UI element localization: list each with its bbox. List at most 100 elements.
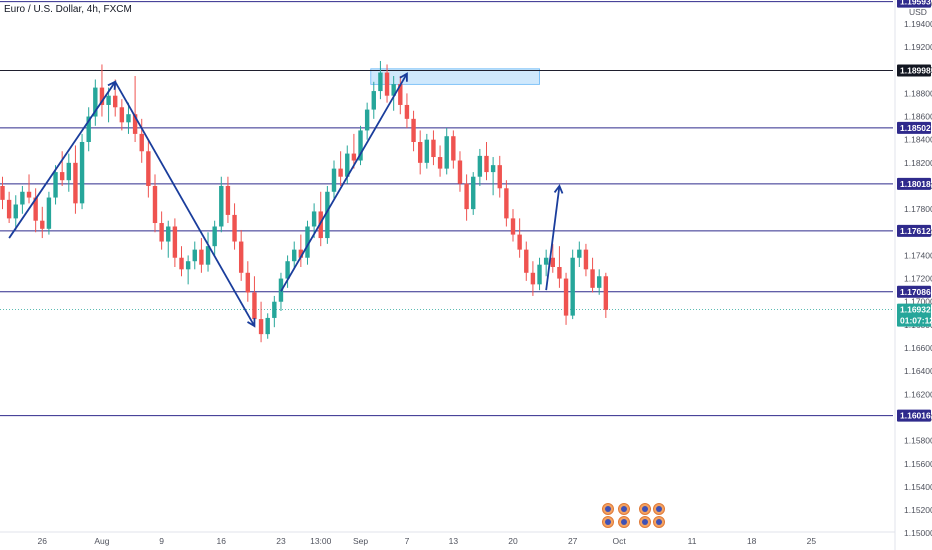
candle-body <box>113 95 118 108</box>
candle-body <box>338 168 343 177</box>
candle-body <box>437 157 443 169</box>
x-tick-label: 27 <box>568 536 578 546</box>
candle-body <box>199 249 204 265</box>
candle-body <box>298 249 304 258</box>
candle-body <box>53 172 58 198</box>
y-tick-label: 1.16400 <box>904 366 932 376</box>
trend-arrow <box>280 72 408 292</box>
candle-body <box>431 139 436 158</box>
candle-body <box>318 211 323 239</box>
candle-body <box>66 162 71 181</box>
level-tag-label: 1.17086 <box>900 287 931 297</box>
level-tag <box>897 177 931 190</box>
level-tag-label: 1.19593 <box>900 0 931 7</box>
candle-body <box>477 155 483 177</box>
level-tag <box>897 64 931 77</box>
candle-body <box>219 185 224 227</box>
y-tick-label: 1.16600 <box>904 343 932 353</box>
candle-body <box>139 133 144 152</box>
candle-body <box>93 87 98 117</box>
y-tick-label: 1.19200 <box>904 42 932 52</box>
candle-body <box>464 183 469 210</box>
x-tick-label: 11 <box>688 536 697 546</box>
candle-body <box>537 264 542 285</box>
candle-body <box>590 269 595 288</box>
candle-body <box>577 249 582 258</box>
x-tick-label: 25 <box>807 536 817 546</box>
candle-body <box>6 199 12 219</box>
event-flag-inner-icon <box>621 519 627 525</box>
event-flag-inner-icon <box>621 506 627 512</box>
candle-body <box>543 257 549 265</box>
candle-body <box>13 204 18 219</box>
level-tag-label: 1.16016 <box>900 411 931 421</box>
level-tag-label: 1.18502 <box>900 123 931 133</box>
candle-body <box>0 185 5 200</box>
candle-body <box>517 234 522 250</box>
candle-body <box>325 191 330 239</box>
candle-body <box>146 151 151 186</box>
event-flag-inner-icon <box>656 506 662 512</box>
candle-body <box>179 257 184 270</box>
candle-body <box>59 172 65 181</box>
candle-body <box>457 160 463 184</box>
candle-body <box>484 155 489 173</box>
candle-body <box>132 114 138 134</box>
x-tick-label: Oct <box>612 536 626 546</box>
candle-body <box>557 267 562 279</box>
x-tick-label: 23 <box>276 536 286 546</box>
y-tick-label: 1.15000 <box>904 528 932 538</box>
candle-body <box>73 162 78 204</box>
candle-body <box>563 278 569 316</box>
candle-body <box>192 249 197 262</box>
x-tick-label: 18 <box>747 536 757 546</box>
candle-body <box>305 226 310 258</box>
candle-body <box>345 153 350 177</box>
candle-body <box>364 109 370 131</box>
candle-body <box>490 165 496 173</box>
candle-body <box>258 319 264 335</box>
candle-body <box>311 211 317 227</box>
level-tag <box>897 0 931 8</box>
candle-body <box>232 214 237 242</box>
trend-arrow <box>8 80 117 239</box>
y-tick-label: 1.18400 <box>904 135 932 145</box>
y-tick-label: 1.18800 <box>904 88 932 98</box>
y-tick-label: 1.15200 <box>904 505 932 515</box>
candle-body <box>404 104 410 119</box>
event-flag-inner-icon <box>605 506 611 512</box>
candle-body <box>46 197 52 229</box>
candle-body <box>152 185 158 224</box>
candle-body <box>451 136 456 161</box>
current-price-label: 1.16932 <box>900 305 931 315</box>
event-flag-inner-icon <box>605 519 611 525</box>
candle-body <box>26 191 32 198</box>
candle-body <box>265 317 270 335</box>
candle-body <box>504 188 509 219</box>
candle-body <box>524 249 529 273</box>
x-tick-label: Sep <box>353 536 368 546</box>
x-tick-label: 7 <box>405 536 410 546</box>
candle-body <box>411 118 416 142</box>
candle-body <box>384 72 390 96</box>
candle-body <box>444 136 449 169</box>
candle-body <box>126 114 131 123</box>
level-tag <box>897 121 931 134</box>
x-tick-label: 16 <box>217 536 227 546</box>
candle-body <box>272 301 277 318</box>
trend-arrow <box>545 184 564 291</box>
trend-arrow <box>114 81 256 328</box>
candle-body <box>285 261 290 279</box>
x-tick-label: 13 <box>449 536 459 546</box>
candle-body <box>530 272 536 285</box>
candle-body <box>79 141 85 204</box>
candle-body <box>550 257 555 267</box>
candle-body <box>106 95 111 105</box>
candle-body <box>159 223 164 242</box>
candle-body <box>252 292 257 320</box>
candle-body <box>510 218 516 235</box>
candle-body <box>185 261 191 270</box>
y-tick-label: 1.17400 <box>904 250 932 260</box>
candle-body <box>292 249 297 262</box>
